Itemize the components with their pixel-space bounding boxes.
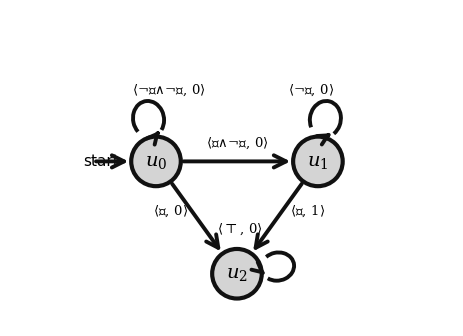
- Text: $\langle$🍨$,\,0\rangle$: $\langle$🍨$,\,0\rangle$: [152, 203, 187, 219]
- Text: $\langle \neg$🍝$\wedge\neg$🍨$,\,0\rangle$: $\langle \neg$🍝$\wedge\neg$🍨$,\,0\rangle…: [132, 83, 206, 98]
- Text: $\langle$🍨$,\,1\rangle$: $\langle$🍨$,\,1\rangle$: [289, 203, 324, 219]
- Circle shape: [293, 137, 342, 186]
- Text: $u_2$: $u_2$: [225, 264, 247, 283]
- Text: $\langle$🍝$\wedge\neg$🍨$,\,0\rangle$: $\langle$🍝$\wedge\neg$🍨$,\,0\rangle$: [205, 135, 268, 151]
- Text: start: start: [83, 154, 119, 169]
- Circle shape: [131, 137, 181, 186]
- Text: $\langle\top,\,0\rangle$: $\langle\top,\,0\rangle$: [217, 221, 263, 237]
- Text: $u_0$: $u_0$: [144, 152, 167, 171]
- Text: $\langle \neg$🍨$,\,0\rangle$: $\langle \neg$🍨$,\,0\rangle$: [288, 83, 334, 98]
- Circle shape: [212, 249, 261, 298]
- Text: $u_1$: $u_1$: [307, 152, 328, 171]
